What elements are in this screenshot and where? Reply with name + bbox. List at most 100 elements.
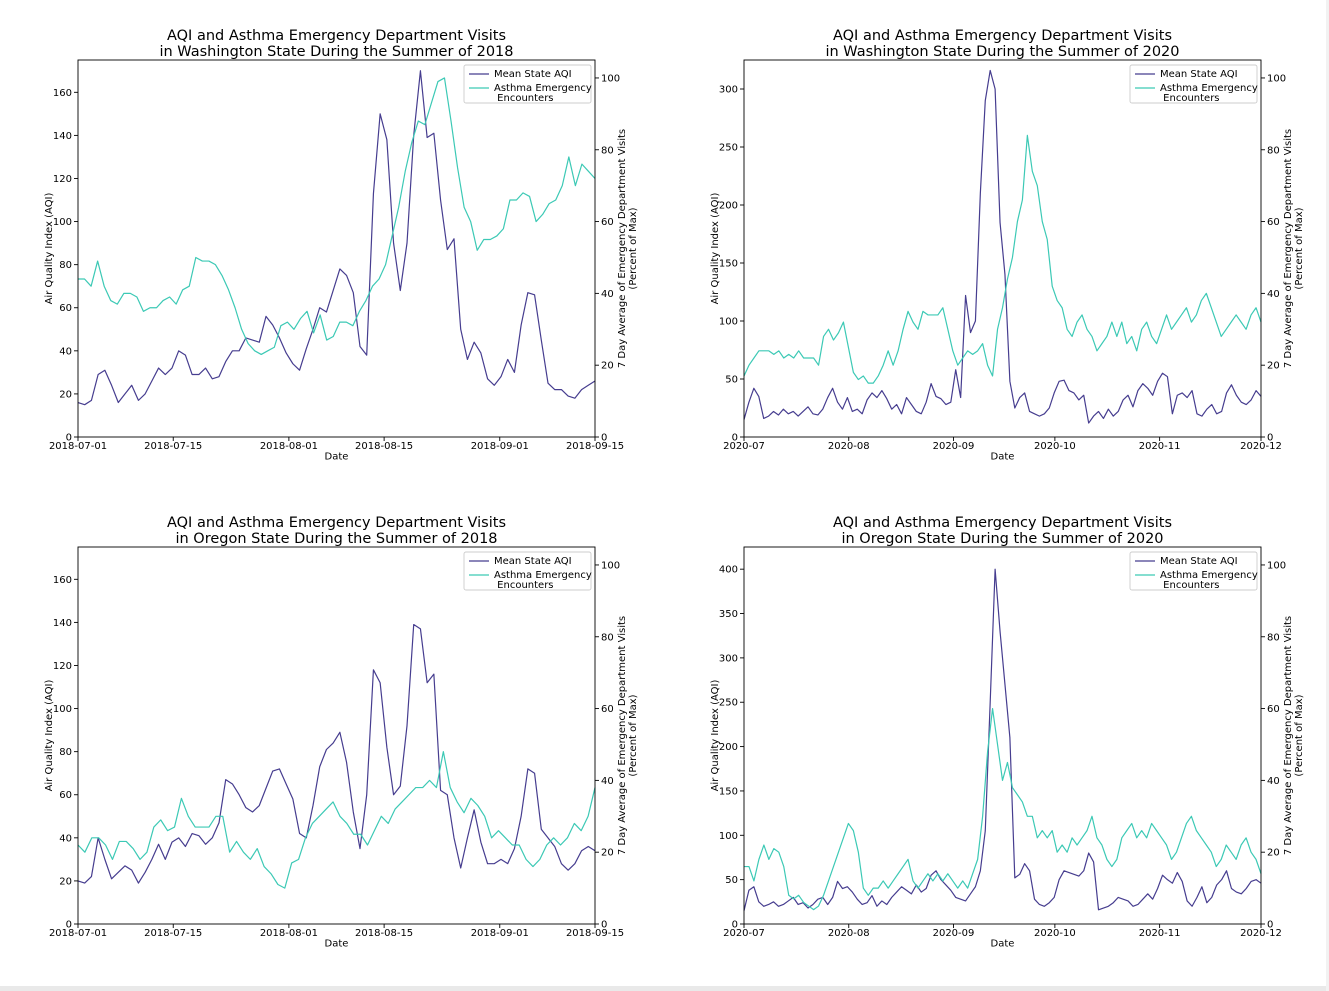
legend-box <box>1129 64 1258 104</box>
legend-box <box>463 64 592 104</box>
y-tick-label: 100 <box>53 704 72 715</box>
y-tick-label: 350 <box>719 609 738 620</box>
x-tick-label: 2020-12 <box>1240 928 1282 939</box>
asthma-series-line <box>744 707 1262 911</box>
chart-panel-2: 0 50 100 150 200 250 300 0 20 40 60 80 100 2020-07 202… <box>710 28 1305 463</box>
x-tick-label: 2018-08-15 <box>355 928 413 939</box>
y2-tick-label: 0 <box>601 920 607 931</box>
legend: Mean State AQI Asthma Emergency Encounter… <box>1129 551 1258 591</box>
legend: Mean State AQI Asthma Emergency Encounter… <box>1129 64 1258 104</box>
legend-label: Asthma Emergency <box>494 570 592 581</box>
aqi-series-line <box>77 623 596 884</box>
x-tick-label: 2018-09-01 <box>471 441 529 452</box>
plot-frame <box>743 546 1262 925</box>
legend-label: Asthma Emergency <box>494 83 592 94</box>
y2-tick-label: 60 <box>601 704 614 715</box>
y-tick-label: 60 <box>59 790 72 801</box>
legend-label: Mean State AQI <box>1160 556 1238 567</box>
y-tick-label: 0 <box>66 920 72 931</box>
y-tick-label: 250 <box>719 143 738 154</box>
chart-title: in Washington State During the Summer of… <box>159 44 513 60</box>
y2-tick-label: 20 <box>601 848 614 859</box>
legend-label: Mean State AQI <box>1160 69 1238 80</box>
y-axis-label: Air Quality Index (AQI) <box>44 192 55 304</box>
y-tick-label: 40 <box>59 346 72 357</box>
y-tick-label: 200 <box>719 201 738 212</box>
window-bottom-edge <box>0 986 1329 991</box>
y2-axis-label: 7 Day Average of Emergency Department Vi… <box>1283 616 1294 855</box>
y2-tick-label: 0 <box>1267 433 1273 444</box>
legend-label: Encounters <box>1160 580 1220 591</box>
asthma-series-line <box>78 77 596 356</box>
y-tick-label: 20 <box>59 389 72 400</box>
y2-tick-label: 0 <box>601 433 607 444</box>
y-tick-label: 160 <box>53 575 72 586</box>
chart-panel-1: 0 20 40 60 80 100 120 140 160 0 20 40 60 80 100 2018-07… <box>44 28 639 463</box>
y2-tick-label: 20 <box>601 361 614 372</box>
legend-box <box>463 551 592 591</box>
x-tick-label: 2018-07-15 <box>144 441 202 452</box>
y-tick-label: 120 <box>53 661 72 672</box>
x-tick-label: 2020-10 <box>1034 928 1076 939</box>
y-tick-label: 0 <box>732 433 738 444</box>
y2-tick-label: 100 <box>601 73 620 84</box>
y-tick-label: 200 <box>719 742 738 753</box>
chart-title: AQI and Asthma Emergency Department Visi… <box>833 515 1172 531</box>
x-axis-label: Date <box>991 939 1015 950</box>
legend-label: Asthma Emergency <box>1160 83 1258 94</box>
y2-tick-label: 40 <box>1267 776 1280 787</box>
y2-tick-label: 0 <box>1267 920 1273 931</box>
y-tick-label: 100 <box>53 217 72 228</box>
y-tick-label: 100 <box>719 831 738 842</box>
x-tick-label: 2020-07 <box>723 928 765 939</box>
x-axis-label: Date <box>991 452 1015 463</box>
y-axis-label: Air Quality Index (AQI) <box>44 679 55 791</box>
y-tick-label: 300 <box>719 85 738 96</box>
y-tick-label: 400 <box>719 565 738 576</box>
y-tick-label: 80 <box>59 260 72 271</box>
x-tick-label: 2018-07-01 <box>49 441 107 452</box>
y2-axis-label: (Percent of Max) <box>1294 207 1305 289</box>
x-tick-label: 2020-11 <box>1139 441 1181 452</box>
y-tick-label: 140 <box>53 131 72 142</box>
y2-axis-label: (Percent of Max) <box>628 207 639 289</box>
x-tick-label: 2018-07-01 <box>49 928 107 939</box>
x-tick-label: 2018-08-15 <box>355 441 413 452</box>
x-tick-label: 2018-09-15 <box>566 928 624 939</box>
y-tick-label: 40 <box>59 833 72 844</box>
y2-tick-label: 80 <box>1267 145 1280 156</box>
y2-tick-label: 20 <box>1267 361 1280 372</box>
y2-axis-label: 7 Day Average of Emergency Department Vi… <box>1283 129 1294 368</box>
aqi-series-line <box>743 568 1262 911</box>
y2-axis-label: 7 Day Average of Emergency Department Vi… <box>617 616 628 855</box>
y-tick-label: 160 <box>53 88 72 99</box>
y-axis-label: Air Quality Index (AQI) <box>710 192 721 304</box>
y2-tick-label: 60 <box>1267 217 1280 228</box>
y-tick-label: 150 <box>719 259 738 270</box>
x-tick-label: 2020-11 <box>1139 928 1181 939</box>
legend-label: Asthma Emergency <box>1160 570 1258 581</box>
y2-tick-label: 40 <box>601 776 614 787</box>
x-tick-label: 2020-09 <box>933 441 975 452</box>
x-tick-label: 2018-08-01 <box>260 928 318 939</box>
chart-title: AQI and Asthma Emergency Department Visi… <box>833 28 1172 44</box>
x-tick-label: 2018-07-15 <box>144 928 202 939</box>
y2-tick-label: 100 <box>601 560 620 571</box>
y-tick-label: 60 <box>59 303 72 314</box>
x-tick-label: 2020-08 <box>828 441 870 452</box>
y2-tick-label: 40 <box>1267 289 1280 300</box>
chart-title: in Oregon State During the Summer of 202… <box>841 531 1163 547</box>
x-tick-label: 2020-12 <box>1240 441 1282 452</box>
y-axis-label: Air Quality Index (AQI) <box>710 679 721 791</box>
y-tick-label: 120 <box>53 174 72 185</box>
plot-frame <box>77 546 596 925</box>
y2-tick-label: 80 <box>601 632 614 643</box>
y2-axis-label: 7 Day Average of Emergency Department Vi… <box>617 129 628 368</box>
y2-tick-label: 80 <box>1267 632 1280 643</box>
x-tick-label: 2020-08 <box>828 928 870 939</box>
legend-label: Encounters <box>494 580 554 591</box>
y-tick-label: 140 <box>53 618 72 629</box>
chart-title: in Washington State During the Summer of… <box>825 44 1179 60</box>
y2-tick-label: 60 <box>601 217 614 228</box>
